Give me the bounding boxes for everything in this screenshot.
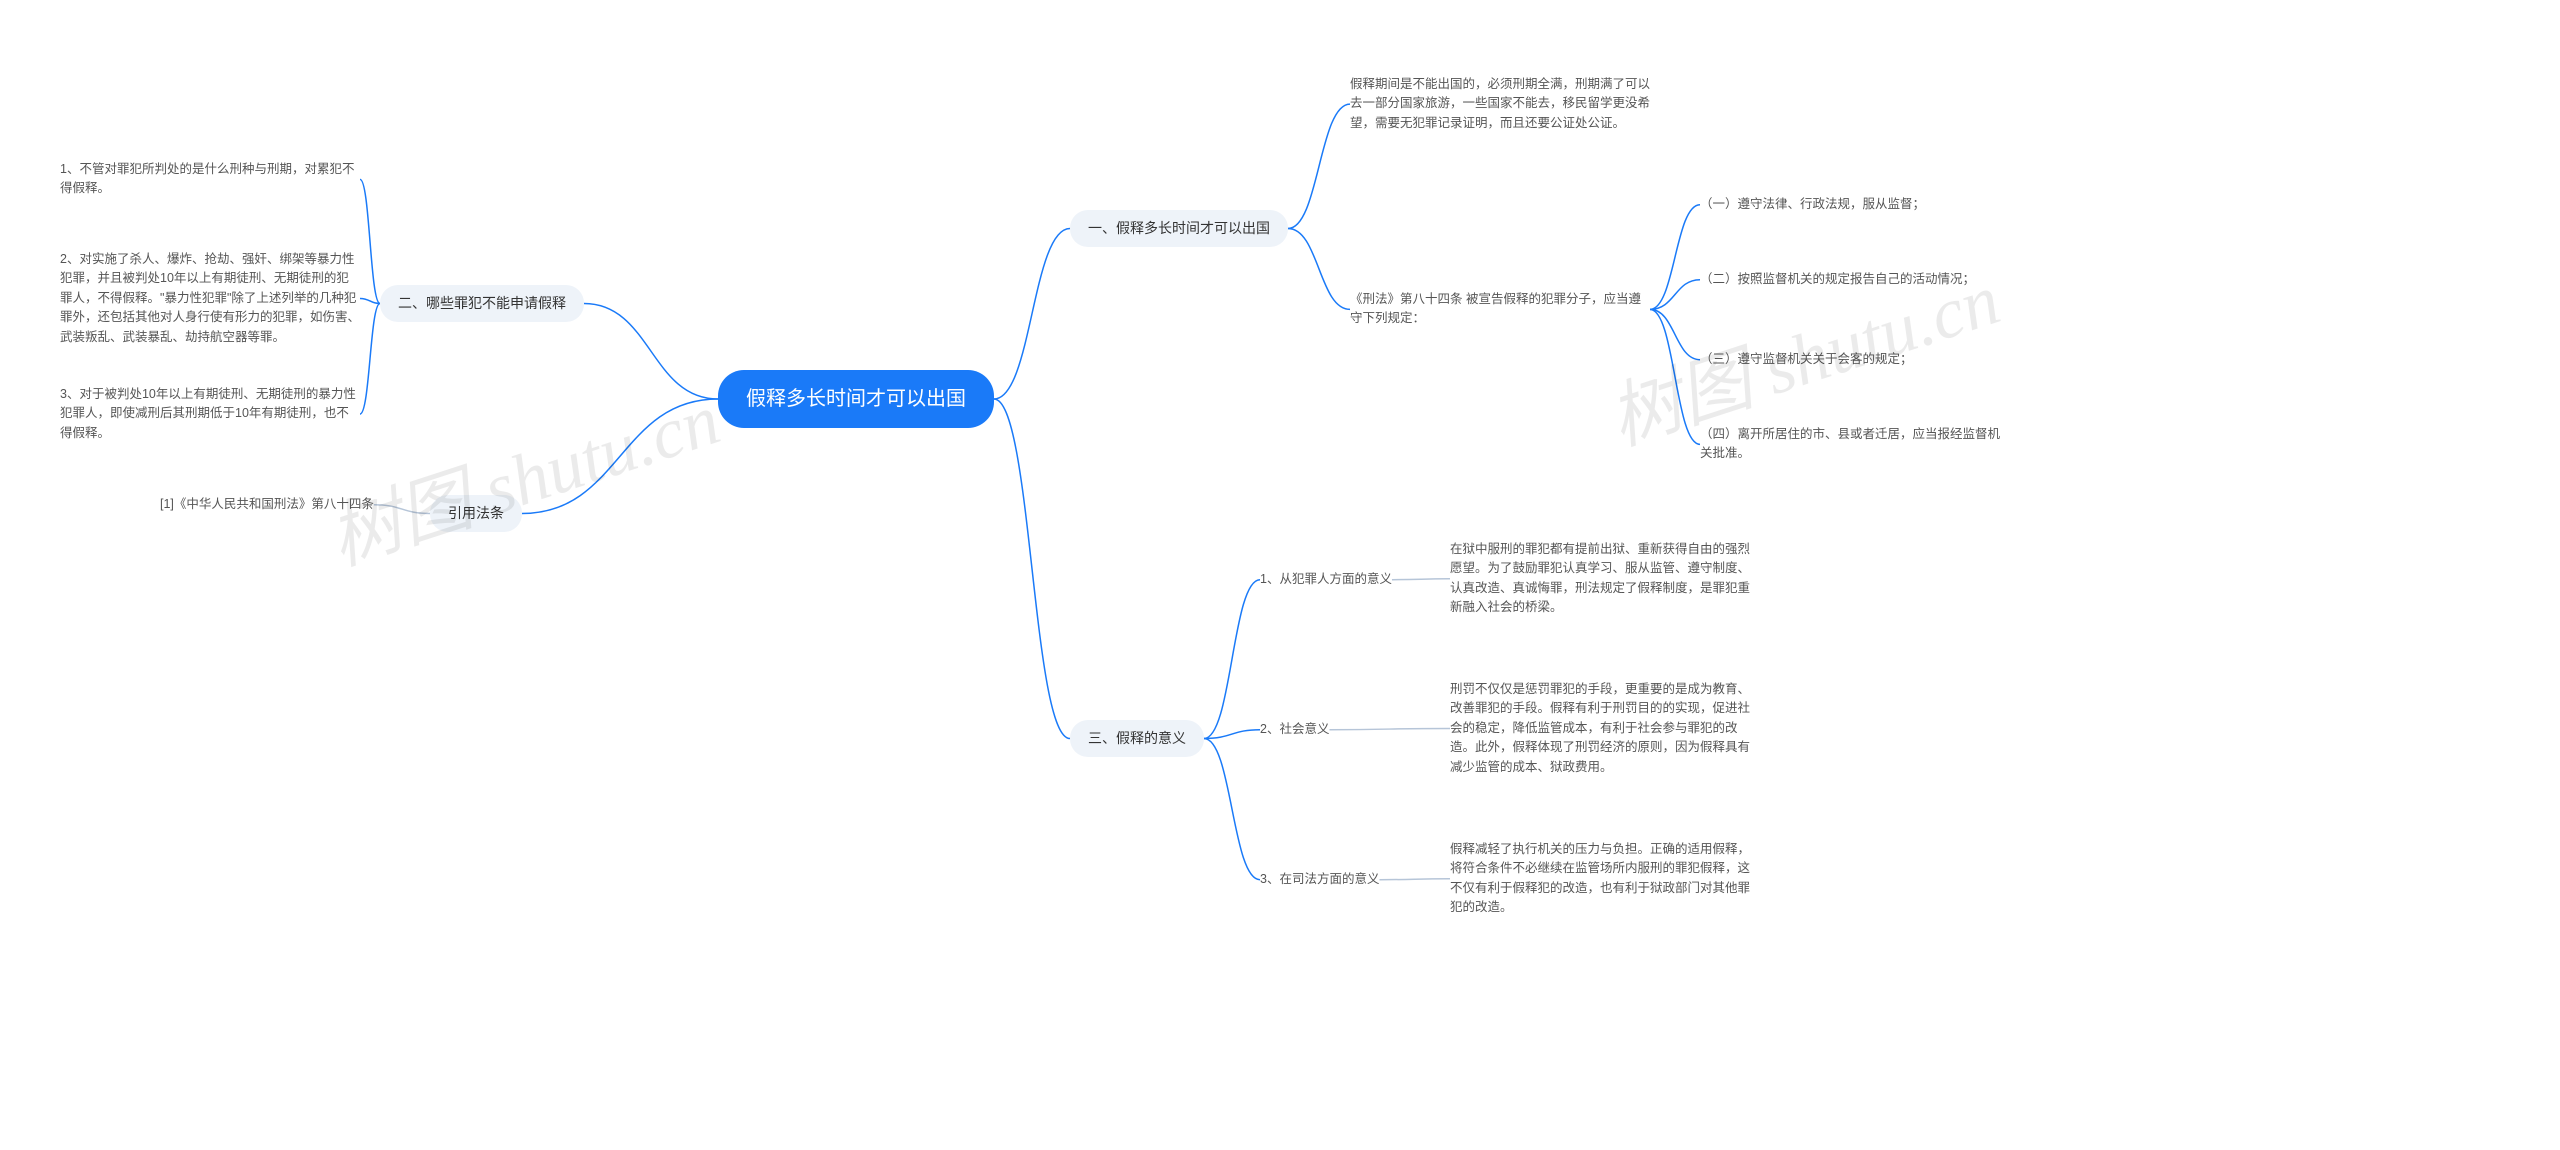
branch-4: 引用法条: [430, 495, 522, 532]
branch-3: 三、假释的意义: [1070, 720, 1204, 757]
b1-rule-2: （二）按照监督机关的规定报告自己的活动情况；: [1700, 270, 1975, 289]
b4-leaf: [1]《中华人民共和国刑法》第八十四条: [160, 495, 374, 514]
branch-1: 一、假释多长时间才可以出国: [1070, 210, 1288, 247]
b1-sub: 《刑法》第八十四条 被宣告假释的犯罪分子，应当遵守下列规定：: [1350, 290, 1650, 329]
b1-rule-3: （三）遵守监督机关关于会客的规定；: [1700, 350, 1913, 369]
watermark-1: 树图 shutu.cn: [314, 360, 731, 585]
b2-leaf-2: 2、对实施了杀人、爆炸、抢劫、强奸、绑架等暴力性犯罪，并且被判处10年以上有期徒…: [60, 250, 360, 347]
b2-leaf-3: 3、对于被判处10年以上有期徒刑、无期徒刑的暴力性犯罪人，即使减刑后其刑期低于1…: [60, 385, 360, 443]
b3-sub-3-text: 假释减轻了执行机关的压力与负担。正确的适用假释，将符合条件不必继续在监管场所内服…: [1450, 840, 1750, 918]
b3-sub-2-label: 2、社会意义: [1260, 720, 1329, 739]
b1-rule-4: （四）离开所居住的市、县或者迁居，应当报经监督机关批准。: [1700, 425, 2000, 464]
b3-sub-1-label: 1、从犯罪人方面的意义: [1260, 570, 1392, 589]
b3-sub-3-label: 3、在司法方面的意义: [1260, 870, 1379, 889]
root-node: 假释多长时间才可以出国: [718, 370, 994, 428]
b3-sub-2-text: 刑罚不仅仅是惩罚罪犯的手段，更重要的是成为教育、改善罪犯的手段。假释有利于刑罚目…: [1450, 680, 1750, 777]
branch-2: 二、哪些罪犯不能申请假释: [380, 285, 584, 322]
b2-leaf-1: 1、不管对罪犯所判处的是什么刑种与刑期，对累犯不得假释。: [60, 160, 360, 199]
b1-leaf-1: 假释期间是不能出国的，必须刑期全满，刑期满了可以去一部分国家旅游，一些国家不能去…: [1350, 75, 1650, 133]
b3-sub-1-text: 在狱中服刑的罪犯都有提前出狱、重新获得自由的强烈愿望。为了鼓励罪犯认真学习、服从…: [1450, 540, 1750, 618]
b1-rule-1: （一）遵守法律、行政法规，服从监督；: [1700, 195, 1925, 214]
